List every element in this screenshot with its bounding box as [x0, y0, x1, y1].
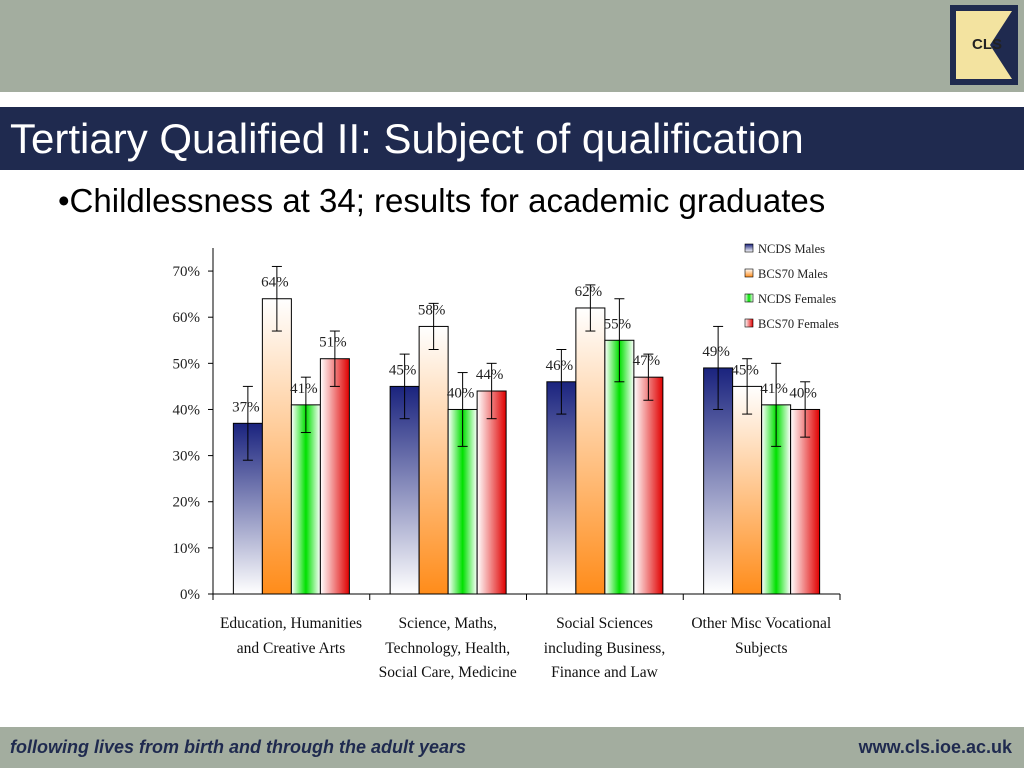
- chart: 0% 10% 20% 30% 40% 50% 60% 70% 37% 45% 46% 49% NCDS …: [173, 242, 841, 603]
- legend-label: BCS70 Females: [758, 317, 839, 331]
- y-tick-label: 70%: [173, 264, 201, 280]
- footer-url: www.cls.ioe.ac.uk: [858, 737, 1012, 757]
- error-bar: [771, 362, 782, 447]
- data-label: 45%: [731, 362, 759, 378]
- x-tick-label: Social Sciences including Business, Fina…: [543, 615, 666, 681]
- legend-label: NCDS Males: [758, 242, 825, 256]
- error-bar: [643, 353, 654, 401]
- data-label: 46%: [546, 358, 574, 374]
- y-tick-label: 0%: [180, 587, 200, 603]
- logo: CLS: [950, 5, 1018, 85]
- legend-label: BCS70 Males: [758, 267, 828, 281]
- error-bar: [271, 265, 282, 332]
- x-tick-label: Other Misc Vocational Subjects: [691, 615, 832, 657]
- data-label: 44%: [476, 367, 504, 383]
- y-tick-label: 30%: [173, 449, 201, 465]
- data-label: 40%: [789, 385, 817, 401]
- error-bar: [399, 353, 410, 420]
- logo-text: CLS: [972, 36, 1002, 53]
- x-tick-label: Science, Maths, Technology, Health, Soci…: [378, 615, 517, 681]
- y-tick-label: 50%: [173, 356, 201, 372]
- error-bar: [800, 381, 811, 438]
- error-bar: [486, 362, 497, 420]
- data-label: 64%: [261, 275, 289, 291]
- data-label: 58%: [418, 302, 446, 318]
- footer-band: following lives from birth and through t…: [0, 727, 1024, 768]
- bullet: •Childlessness at 34; results for academ…: [58, 182, 826, 219]
- x-tick-label: Education, Humanities and Creative Arts: [219, 615, 363, 657]
- data-label: 37%: [232, 399, 260, 415]
- y-tick-label: 40%: [173, 402, 201, 418]
- bar: [418, 325, 449, 595]
- data-label: 62%: [575, 284, 603, 300]
- bar: [633, 376, 664, 595]
- logo-graphic: CLS: [956, 11, 1012, 79]
- y-tick-label: 20%: [173, 495, 201, 511]
- legend-swatch: [744, 318, 754, 328]
- data-label: 41%: [760, 381, 788, 397]
- legend-label: NCDS Females: [758, 292, 836, 306]
- error-bar: [300, 376, 311, 434]
- bar: [261, 298, 292, 595]
- data-label: 49%: [702, 344, 730, 360]
- error-bar: [457, 372, 468, 447]
- error-bar: [428, 302, 439, 350]
- header-band: CLS: [0, 0, 1024, 92]
- error-bar: [242, 385, 253, 461]
- legend-swatch: [744, 268, 754, 278]
- y-tick-label: 60%: [173, 310, 201, 326]
- error-bar: [556, 348, 567, 415]
- error-bar: [585, 284, 596, 332]
- data-label: 45%: [389, 362, 417, 378]
- bar: [732, 385, 763, 595]
- data-label: 55%: [604, 316, 632, 332]
- error-bar: [614, 298, 625, 383]
- data-label: 51%: [319, 335, 347, 351]
- bar: [290, 404, 321, 595]
- error-bar: [713, 325, 724, 410]
- bar: [575, 307, 606, 595]
- bar: [476, 390, 507, 595]
- y-tick-label: 10%: [173, 541, 201, 557]
- data-label: 41%: [290, 381, 318, 397]
- data-label: 47%: [633, 353, 661, 369]
- legend-swatch: [744, 293, 754, 303]
- bar: [389, 385, 420, 595]
- error-bar: [329, 330, 340, 387]
- footer-tagline: following lives from birth and through t…: [10, 737, 467, 757]
- data-label: 40%: [447, 385, 475, 401]
- legend-swatch: [744, 243, 754, 253]
- slide-title: Tertiary Qualified II: Subject of qualif…: [0, 107, 1024, 170]
- error-bar: [742, 358, 753, 415]
- bar: [319, 358, 350, 595]
